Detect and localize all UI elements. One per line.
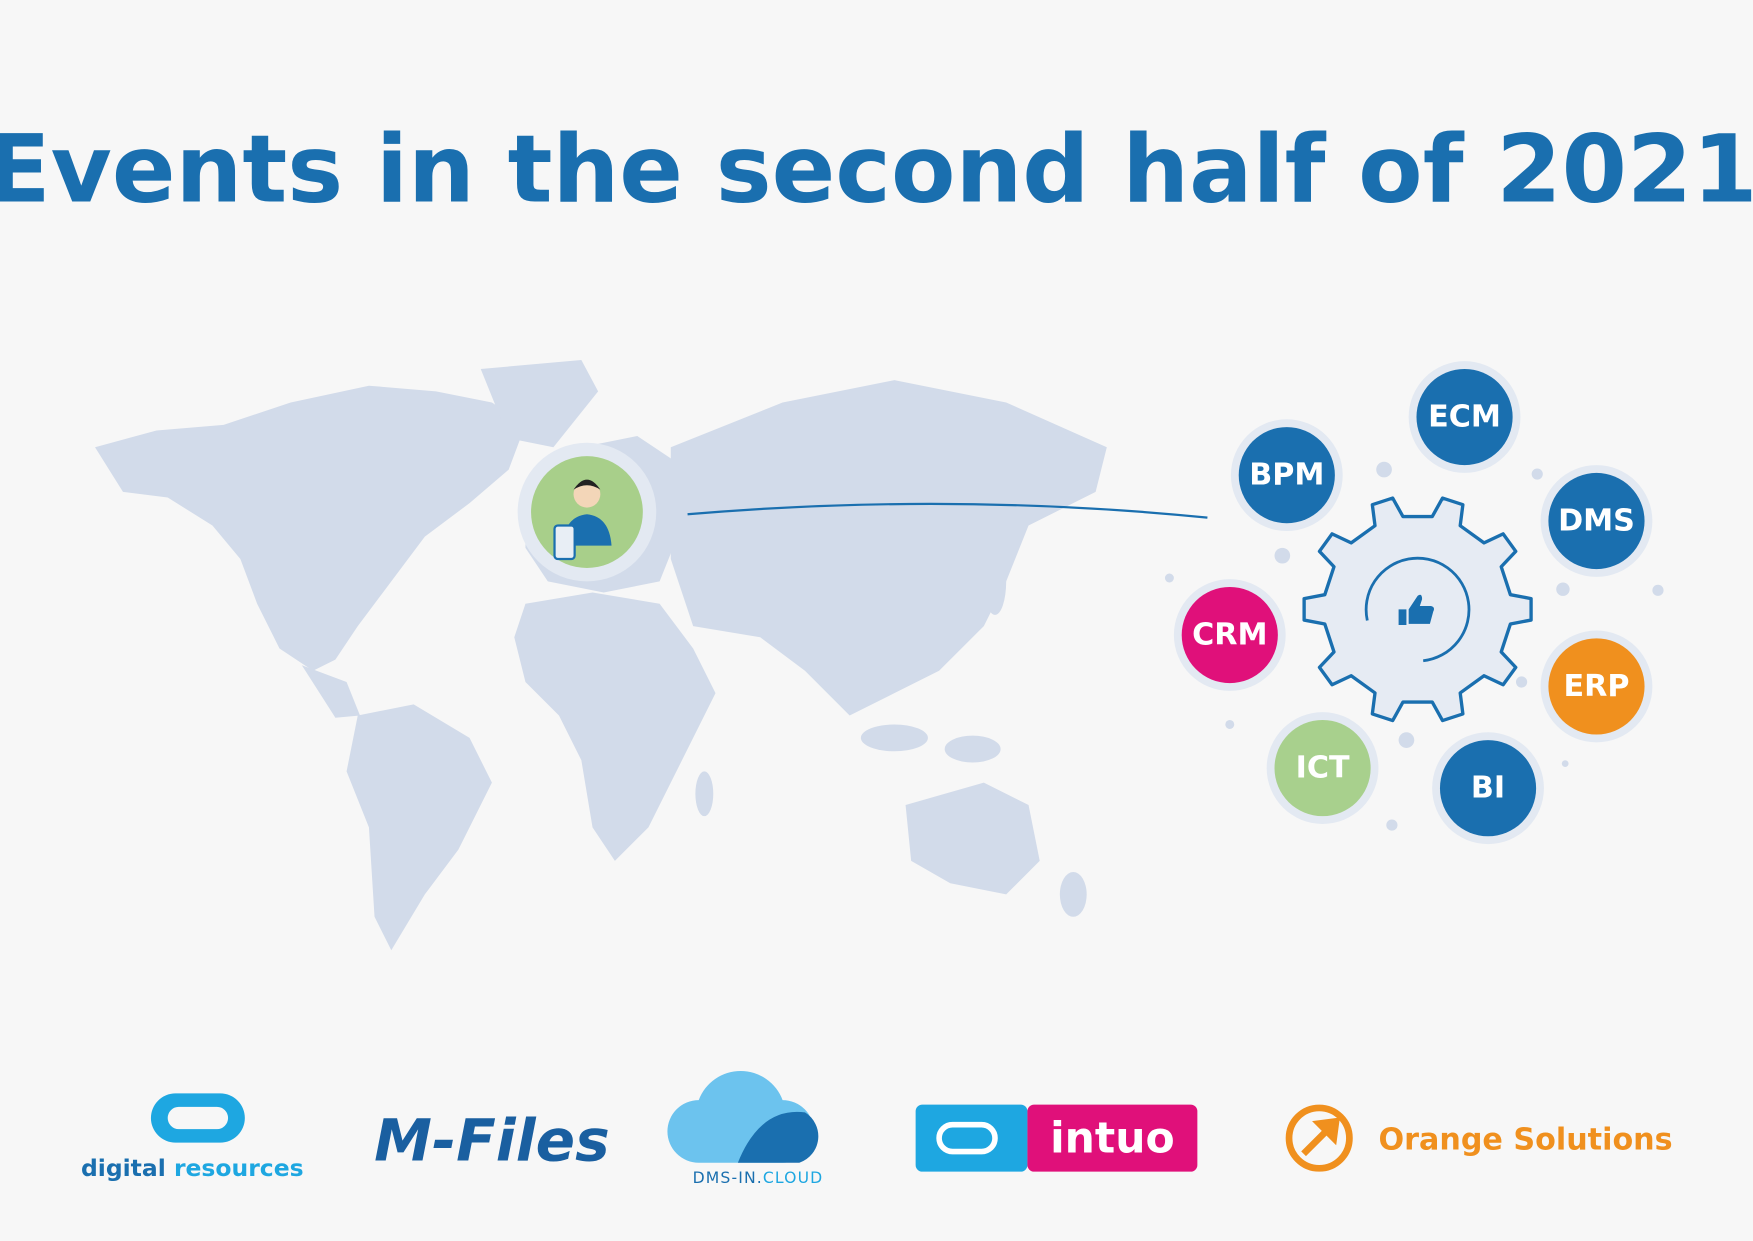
gear-part [1364, 556, 1471, 663]
topic-bubble [1238, 427, 1335, 524]
connector [687, 502, 1208, 519]
world-map [95, 360, 1107, 951]
logo-intuo: intuo [915, 1104, 1198, 1172]
topic-label: ICT [1296, 751, 1350, 786]
topic-label: DMS [1558, 503, 1635, 538]
logo-digital-resources: digital resources [81, 1093, 304, 1182]
topic-label: ECM [1428, 400, 1501, 435]
topic-label: BPM [1249, 458, 1324, 493]
topic-bubble [1274, 720, 1371, 817]
logo-text: Orange Solutions [1378, 1122, 1672, 1157]
topic-bubble [1416, 368, 1513, 466]
dots [1164, 461, 1664, 831]
gear [1302, 496, 1533, 723]
logo-dms-in-cloud: DMS-IN.CLOUD [667, 1070, 824, 1187]
title: Events in the second half of 2021 [0, 115, 1753, 224]
topic-label: ERP [1563, 669, 1629, 704]
logo-text: digital resources [81, 1154, 304, 1182]
topic-bubble [1439, 740, 1537, 837]
logo-m-files: M-Files [374, 1106, 610, 1174]
gear-part [1398, 594, 1435, 625]
logo-text: intuo [1050, 1115, 1175, 1164]
logo-text: DMS-IN.CLOUD [693, 1168, 824, 1187]
logo-orange-solutions: Orange Solutions [1285, 1104, 1673, 1172]
topics: ECM BPM DMS CRM ERP ICT BI [1173, 361, 1653, 845]
topic-label: BI [1471, 771, 1505, 806]
topic-bubble [1181, 586, 1278, 684]
topic-bubble [1548, 472, 1645, 570]
avatar [517, 442, 657, 582]
topic-bubble [1548, 638, 1645, 735]
topic-label: CRM [1192, 618, 1267, 653]
